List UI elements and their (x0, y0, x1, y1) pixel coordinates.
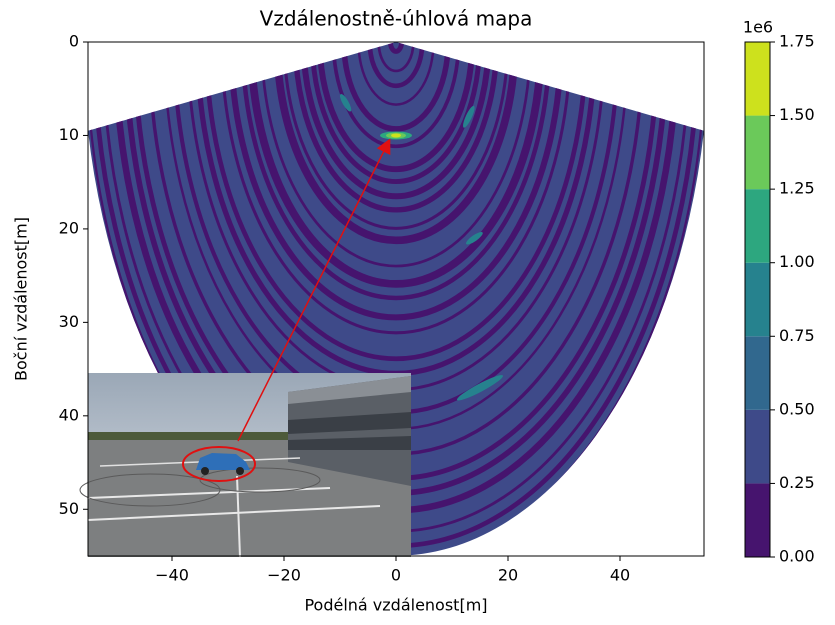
x-tick-label: −20 (267, 566, 301, 585)
colorbar-tick-label: 0.25 (779, 473, 815, 492)
colorbar-segment (745, 410, 770, 484)
colorbar-tick-label: 0.50 (779, 399, 815, 418)
colorbar-tick-label: 0.00 (779, 547, 815, 566)
x-tick-label: 0 (391, 566, 401, 585)
y-tick-label: 10 (59, 125, 79, 144)
y-tick-label: 30 (59, 312, 79, 331)
x-tick-label: 20 (498, 566, 518, 585)
colorbar-tick-label: 1.25 (779, 179, 815, 198)
y-axis-label: Boční vzdálenost[m] (12, 217, 31, 381)
colorbar-segment (745, 116, 770, 190)
colorbar-tick-label: 1.50 (779, 105, 815, 124)
x-tick-label: −40 (155, 566, 189, 585)
colorbar-segment (745, 42, 770, 116)
colorbar-segment (745, 263, 770, 337)
highlight (391, 133, 401, 137)
colorbar-offset: 1e6 (743, 18, 773, 37)
y-tick-label: 20 (59, 218, 79, 237)
chart: Vzdálenostně-úhlová mapa Podélná vzdálen… (0, 0, 835, 621)
y-tick-label: 50 (59, 499, 79, 518)
x-axis-label: Podélná vzdálenost[m] (304, 596, 487, 615)
chart-title: Vzdálenostně-úhlová mapa (260, 7, 533, 31)
colorbar-tick-label: 1.75 (779, 32, 815, 51)
colorbar-tick-label: 0.75 (779, 326, 815, 345)
y-tick-label: 40 (59, 405, 79, 424)
colorbar-tick-label: 1.00 (779, 252, 815, 271)
y-tick-label: 0 (69, 32, 79, 51)
colorbar-segment (745, 189, 770, 263)
colorbar-segment (745, 483, 770, 557)
colorbar-segment (745, 336, 770, 410)
x-tick-label: 40 (610, 566, 630, 585)
